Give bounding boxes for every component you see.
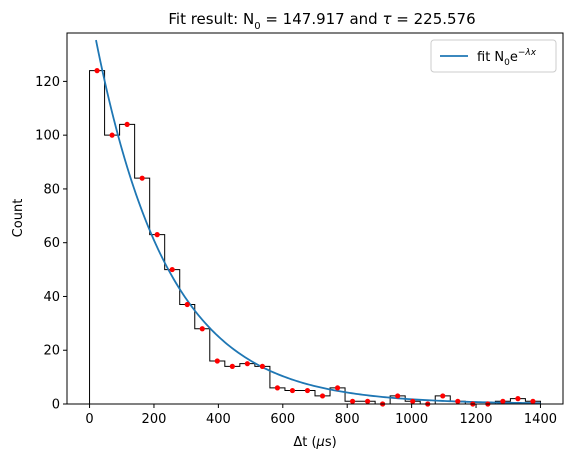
data-point [515, 396, 521, 402]
data-point [365, 398, 371, 404]
axis-ticks: 0 200 400 600 800 1000 1200 1400 0 20 40 60 80 100 120 [35, 75, 557, 427]
x-tick-label: 0 [85, 412, 93, 427]
data-point [214, 358, 220, 364]
data-point [154, 232, 160, 238]
data-point [304, 387, 311, 394]
y-tick-label: 20 [43, 344, 60, 359]
data-point [334, 385, 341, 391]
data-point [124, 121, 130, 128]
y-tick-label: 100 [35, 129, 60, 144]
data-point [440, 393, 446, 399]
y-tick-label: 60 [43, 236, 60, 251]
data-point [259, 363, 265, 369]
data-point [244, 361, 250, 367]
x-tick-label: 1400 [524, 412, 557, 427]
data-point [274, 385, 281, 391]
data-point [94, 68, 100, 74]
x-tick-label: 1200 [459, 412, 492, 427]
fit-curve [95, 39, 541, 405]
data-point [500, 398, 506, 404]
data-point [319, 393, 326, 399]
legend-box [430, 39, 557, 73]
data-point [184, 301, 190, 308]
x-tick-label: 200 [142, 412, 167, 427]
y-tick-label: 40 [43, 290, 60, 305]
data-point [455, 398, 461, 404]
axes-frame [66, 32, 564, 405]
x-axis-label: Δt (μs) [293, 435, 336, 450]
x-tick-label: 600 [270, 412, 295, 427]
data-point [349, 398, 356, 404]
data-point [530, 398, 536, 404]
data-point [169, 266, 175, 273]
y-axis-label: Count [11, 199, 26, 238]
x-tick-label: 800 [335, 412, 360, 427]
data-point [229, 363, 235, 369]
legend: fit N0e−λx [430, 39, 557, 73]
plot-area [89, 39, 541, 407]
data-point [410, 398, 416, 404]
y-tick-label: 120 [35, 75, 60, 90]
data-point [395, 393, 401, 399]
y-tick-label: 0 [52, 398, 60, 413]
x-tick-label: 1000 [395, 412, 428, 427]
data-point [289, 387, 296, 394]
x-tick-label: 400 [206, 412, 231, 427]
legend-fit-label: fit N0e−λx [477, 48, 537, 68]
data-point [109, 132, 115, 138]
data-point [139, 175, 145, 181]
chart-title: Fit result: N0 = 147.917 and τ = 225.576 [168, 10, 475, 32]
data-point [199, 326, 205, 332]
y-tick-label: 80 [43, 182, 60, 197]
